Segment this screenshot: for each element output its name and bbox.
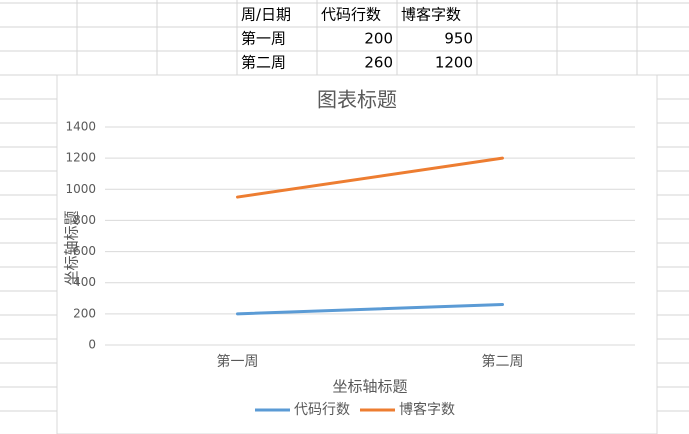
chart-area[interactable]: [56, 74, 658, 434]
legend-label: 代码行数: [294, 402, 350, 418]
table-cell: 950: [444, 30, 473, 48]
y-tick-label: 400: [73, 275, 96, 289]
table-cell: 200: [364, 30, 393, 48]
y-axis-title: 坐标轴标题: [63, 210, 81, 285]
x-tick-label: 第二周: [482, 353, 524, 370]
y-tick-label: 800: [73, 213, 96, 227]
series-line: [236, 156, 504, 199]
legend-label: 博客字数: [399, 401, 455, 418]
header-cell: 博客字数: [401, 6, 461, 24]
x-axis-title: 坐标轴标题: [332, 378, 407, 396]
y-tick-label: 1000: [65, 182, 96, 196]
x-tick-label: 第一周: [217, 353, 259, 370]
table-cell: 第一周: [241, 30, 286, 48]
y-tick-label: 1200: [65, 151, 96, 165]
y-tick-label: 600: [73, 244, 96, 258]
y-tick-label: 1400: [65, 120, 96, 134]
header-cell: 代码行数: [321, 6, 381, 24]
chart-title: 图表标题: [317, 88, 397, 112]
table-cell: 第二周: [241, 54, 286, 72]
header-cell: 周/日期: [241, 6, 291, 24]
y-tick-label: 0: [88, 338, 96, 352]
table-cell: 260: [364, 54, 393, 72]
y-tick-label: 200: [73, 306, 96, 320]
table-cell: 1200: [435, 54, 473, 72]
series-line: [236, 303, 504, 316]
